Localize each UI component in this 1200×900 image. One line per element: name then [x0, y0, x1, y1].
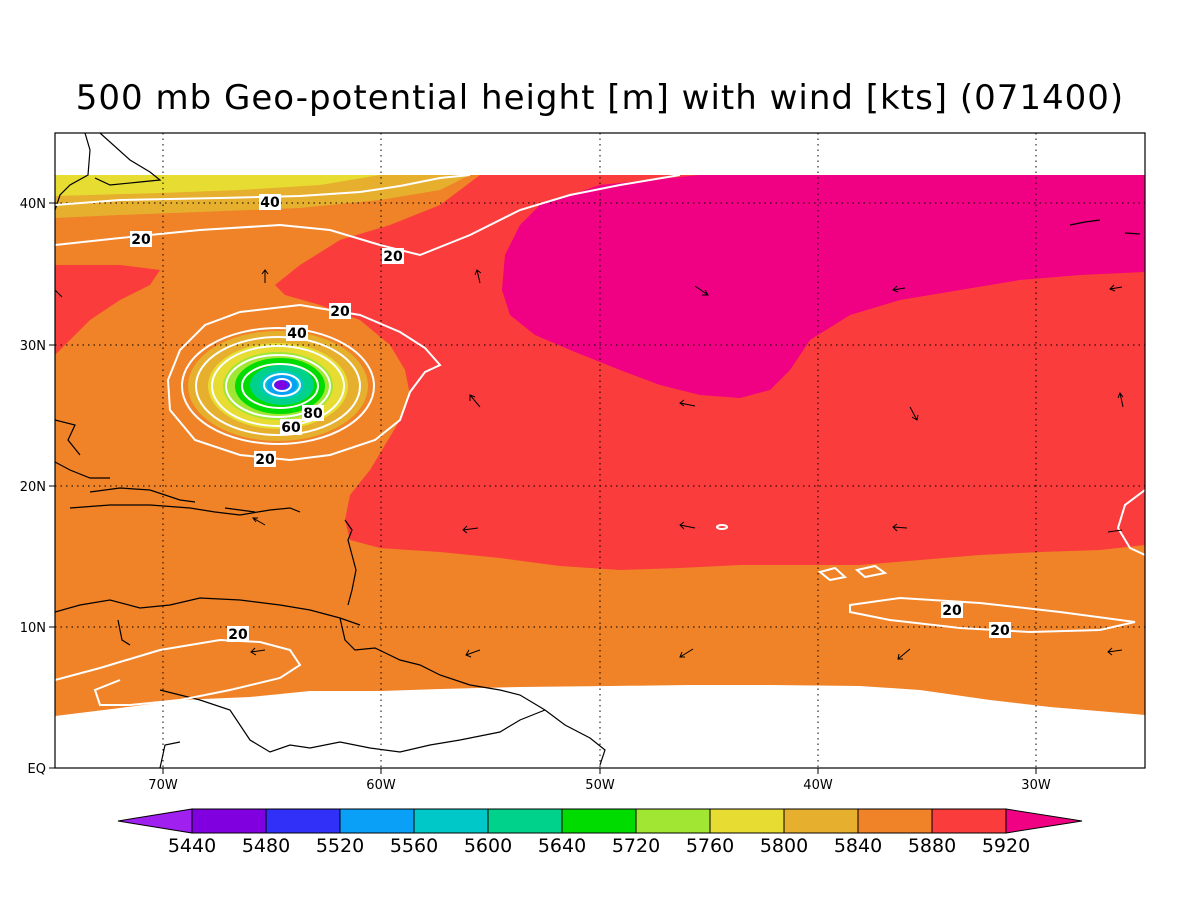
lat-label: 40N [20, 197, 46, 212]
colorbar-label: 5720 [612, 835, 660, 857]
lat-label: 10N [20, 621, 46, 636]
contour-label: 20 [989, 622, 1011, 639]
wind-contour-labels: 40 20 20 20 40 80 60 20 20 20 20 [130, 194, 1011, 643]
colorbar-swatch [857, 808, 933, 834]
colorbar-label: 5640 [538, 835, 586, 857]
colorbar-swatch [487, 808, 563, 834]
latitude-labels: EQ 10N 20N 30N 40N [20, 197, 46, 777]
longitude-labels: 70W 60W 50W 40W 30W [148, 778, 1051, 793]
lon-label: 50W [585, 778, 615, 793]
colorbar-swatch [413, 808, 489, 834]
colorbar-label: 5800 [760, 835, 808, 857]
wind-arrows [55, 269, 1124, 660]
graticule [55, 133, 1145, 768]
height-field-5800 [55, 175, 380, 196]
lat-label: 20N [20, 480, 46, 495]
colorbar-swatch [931, 808, 1007, 834]
svg-text:80: 80 [303, 406, 323, 422]
colorbar-swatch [709, 808, 785, 834]
colorbar-label: 5760 [686, 835, 734, 857]
contour-label: 40 [286, 325, 308, 342]
colorbar-arrow-left [117, 808, 193, 834]
colorbar-arrow-right [1005, 808, 1083, 834]
contour-label: 20 [130, 231, 152, 248]
colorbar-label: 5520 [316, 835, 364, 857]
colorbar [117, 808, 1083, 834]
svg-text:20: 20 [131, 232, 151, 248]
lon-label: 60W [366, 778, 396, 793]
colorbar-swatch [191, 808, 267, 834]
axis-ticks [49, 202, 1037, 774]
lon-label: 30W [1021, 778, 1051, 793]
hurricane-height-core [188, 331, 368, 441]
contour-label: 60 [280, 419, 302, 436]
svg-text:60: 60 [281, 420, 301, 436]
colorbar-swatch [635, 808, 711, 834]
colorbar-label: 5440 [168, 835, 216, 857]
map-plot-area: 40 20 20 20 40 80 60 20 20 20 20 [55, 133, 1145, 768]
lat-label: 30N [20, 339, 46, 354]
svg-text:20: 20 [255, 452, 275, 468]
svg-text:40: 40 [260, 195, 280, 211]
svg-text:20: 20 [990, 623, 1010, 639]
contour-label: 20 [941, 602, 963, 619]
svg-text:20: 20 [330, 304, 350, 320]
contour-label: 20 [329, 303, 351, 320]
contour-label: 20 [254, 451, 276, 468]
map-title: 500 mb Geo-potential height [m] with win… [75, 78, 1125, 118]
colorbar-swatch [561, 808, 637, 834]
lon-label: 70W [148, 778, 178, 793]
lat-label: EQ [28, 762, 46, 777]
colorbar-label: 5840 [834, 835, 882, 857]
svg-text:20: 20 [228, 627, 248, 643]
height-field-5920-west [55, 265, 160, 355]
contour-label: 20 [227, 626, 249, 643]
height-field-5960 [502, 175, 1145, 398]
colorbar-label: 5560 [390, 835, 438, 857]
contour-label: 40 [259, 194, 281, 211]
colorbar-label: 5600 [464, 835, 512, 857]
colorbar-label: 5480 [242, 835, 290, 857]
svg-text:20: 20 [942, 603, 962, 619]
coastlines [55, 133, 1141, 768]
colorbar-swatch [339, 808, 415, 834]
contour-label: 80 [302, 405, 324, 422]
svg-text:20: 20 [383, 249, 403, 265]
svg-text:40: 40 [287, 326, 307, 342]
colorbar-labels: 5440 5480 5520 5560 5600 5640 5720 5760 … [168, 835, 1030, 857]
contour-label: 20 [382, 248, 404, 265]
colorbar-swatch [265, 808, 341, 834]
colorbar-label: 5920 [982, 835, 1030, 857]
colorbar-label: 5880 [908, 835, 956, 857]
colorbar-swatch [783, 808, 859, 834]
lon-label: 40W [803, 778, 833, 793]
